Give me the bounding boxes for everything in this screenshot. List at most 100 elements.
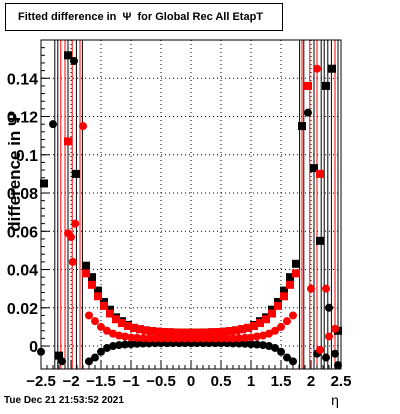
circle-marker — [97, 322, 105, 331]
square-marker — [232, 326, 240, 335]
square-marker — [298, 122, 306, 131]
square-marker — [148, 327, 156, 336]
square-marker — [106, 309, 114, 318]
circle-marker — [316, 345, 324, 354]
square-marker — [124, 321, 132, 330]
circle-marker — [235, 334, 243, 343]
square-marker — [64, 137, 72, 146]
square-marker — [214, 328, 222, 337]
x-tick-label: 0 — [187, 373, 195, 390]
circle-marker — [331, 349, 339, 358]
x-tick-label: −1 — [122, 373, 139, 390]
square-marker — [208, 328, 216, 337]
circle-marker — [307, 284, 315, 293]
tick-labels: −2.5 −2 −1.5 −1 −0.5 0 0.5 1 1.5 2 2.5 0 0.02 0.04 0.0… — [7, 71, 352, 390]
circle-marker — [265, 329, 273, 338]
circle-marker — [259, 331, 267, 340]
square-marker — [160, 328, 168, 337]
square-marker — [55, 351, 63, 360]
x-tick-label: −2 — [62, 373, 79, 390]
circle-marker — [79, 122, 87, 131]
circle-marker — [253, 332, 261, 341]
circle-marker — [289, 311, 297, 320]
circle-marker — [253, 340, 261, 349]
y-tick-label: 0 — [29, 339, 38, 356]
square-marker — [322, 81, 330, 90]
square-marker — [94, 292, 102, 301]
circle-marker — [121, 340, 129, 349]
square-marker — [82, 269, 90, 278]
square-marker — [292, 259, 300, 268]
circle-marker — [49, 120, 57, 129]
circle-marker — [109, 329, 117, 338]
circle-marker — [241, 333, 249, 342]
circle-marker — [322, 353, 330, 362]
y-tick-label: 0.06 — [7, 224, 38, 241]
timestamp: Tue Dec 21 21:53:52 2021 — [4, 395, 124, 406]
circle-marker — [322, 284, 330, 293]
data-points — [37, 51, 342, 370]
square-marker — [280, 286, 288, 295]
circle-marker — [91, 317, 99, 326]
square-marker — [202, 328, 210, 337]
circle-marker — [241, 339, 249, 348]
square-marker — [286, 280, 294, 289]
square-marker — [244, 323, 252, 332]
grid — [40, 40, 342, 369]
circle-marker — [277, 347, 285, 356]
circle-marker — [103, 343, 111, 352]
circle-marker — [265, 342, 273, 351]
x-axis-label: η — [331, 392, 339, 408]
square-marker — [190, 328, 198, 337]
circle-marker — [217, 334, 225, 343]
square-marker — [100, 301, 108, 310]
square-marker — [268, 309, 276, 318]
circle-marker — [139, 334, 147, 343]
square-marker — [262, 315, 270, 324]
circle-marker — [181, 334, 189, 343]
square-marker — [274, 301, 282, 310]
circle-marker — [127, 333, 135, 342]
circle-marker — [289, 357, 297, 366]
square-marker — [112, 315, 120, 324]
x-tick-label: 2 — [307, 373, 315, 390]
y-tick-label: 0.04 — [7, 263, 38, 280]
circle-marker — [277, 322, 285, 331]
x-tick-label: −1.5 — [86, 373, 116, 390]
square-marker — [142, 326, 150, 335]
y-tick-label: 0.14 — [7, 71, 38, 88]
x-tick-label: 1.5 — [271, 373, 292, 390]
circle-marker — [331, 324, 339, 333]
x-tick-label: 2.5 — [331, 373, 352, 390]
square-marker — [82, 261, 90, 270]
y-tick-label: 0.02 — [7, 301, 38, 318]
square-marker — [118, 319, 126, 328]
title-box: Fitted difference in Ψ for Global Rec Al… — [5, 3, 283, 31]
circle-marker — [163, 334, 171, 343]
square-marker — [178, 328, 186, 337]
circle-marker — [85, 311, 93, 320]
square-marker — [292, 269, 300, 278]
error-bars — [54, 40, 339, 369]
circle-marker — [271, 326, 279, 335]
x-tick-label: −2.5 — [26, 373, 56, 390]
square-marker — [316, 236, 324, 245]
circle-marker — [97, 347, 105, 356]
square-marker — [328, 64, 336, 73]
square-marker — [256, 319, 264, 328]
circle-marker — [283, 353, 291, 362]
square-marker — [286, 273, 294, 282]
square-marker — [88, 280, 96, 289]
square-marker — [196, 328, 204, 337]
square-marker — [94, 286, 102, 295]
square-marker — [136, 325, 144, 334]
circle-marker — [334, 361, 342, 370]
circle-marker — [283, 317, 291, 326]
square-marker — [166, 328, 174, 337]
circle-marker — [223, 334, 231, 343]
square-marker — [154, 327, 162, 336]
circle-marker — [175, 334, 183, 343]
circle-marker — [121, 332, 129, 341]
circle-marker — [71, 219, 80, 228]
